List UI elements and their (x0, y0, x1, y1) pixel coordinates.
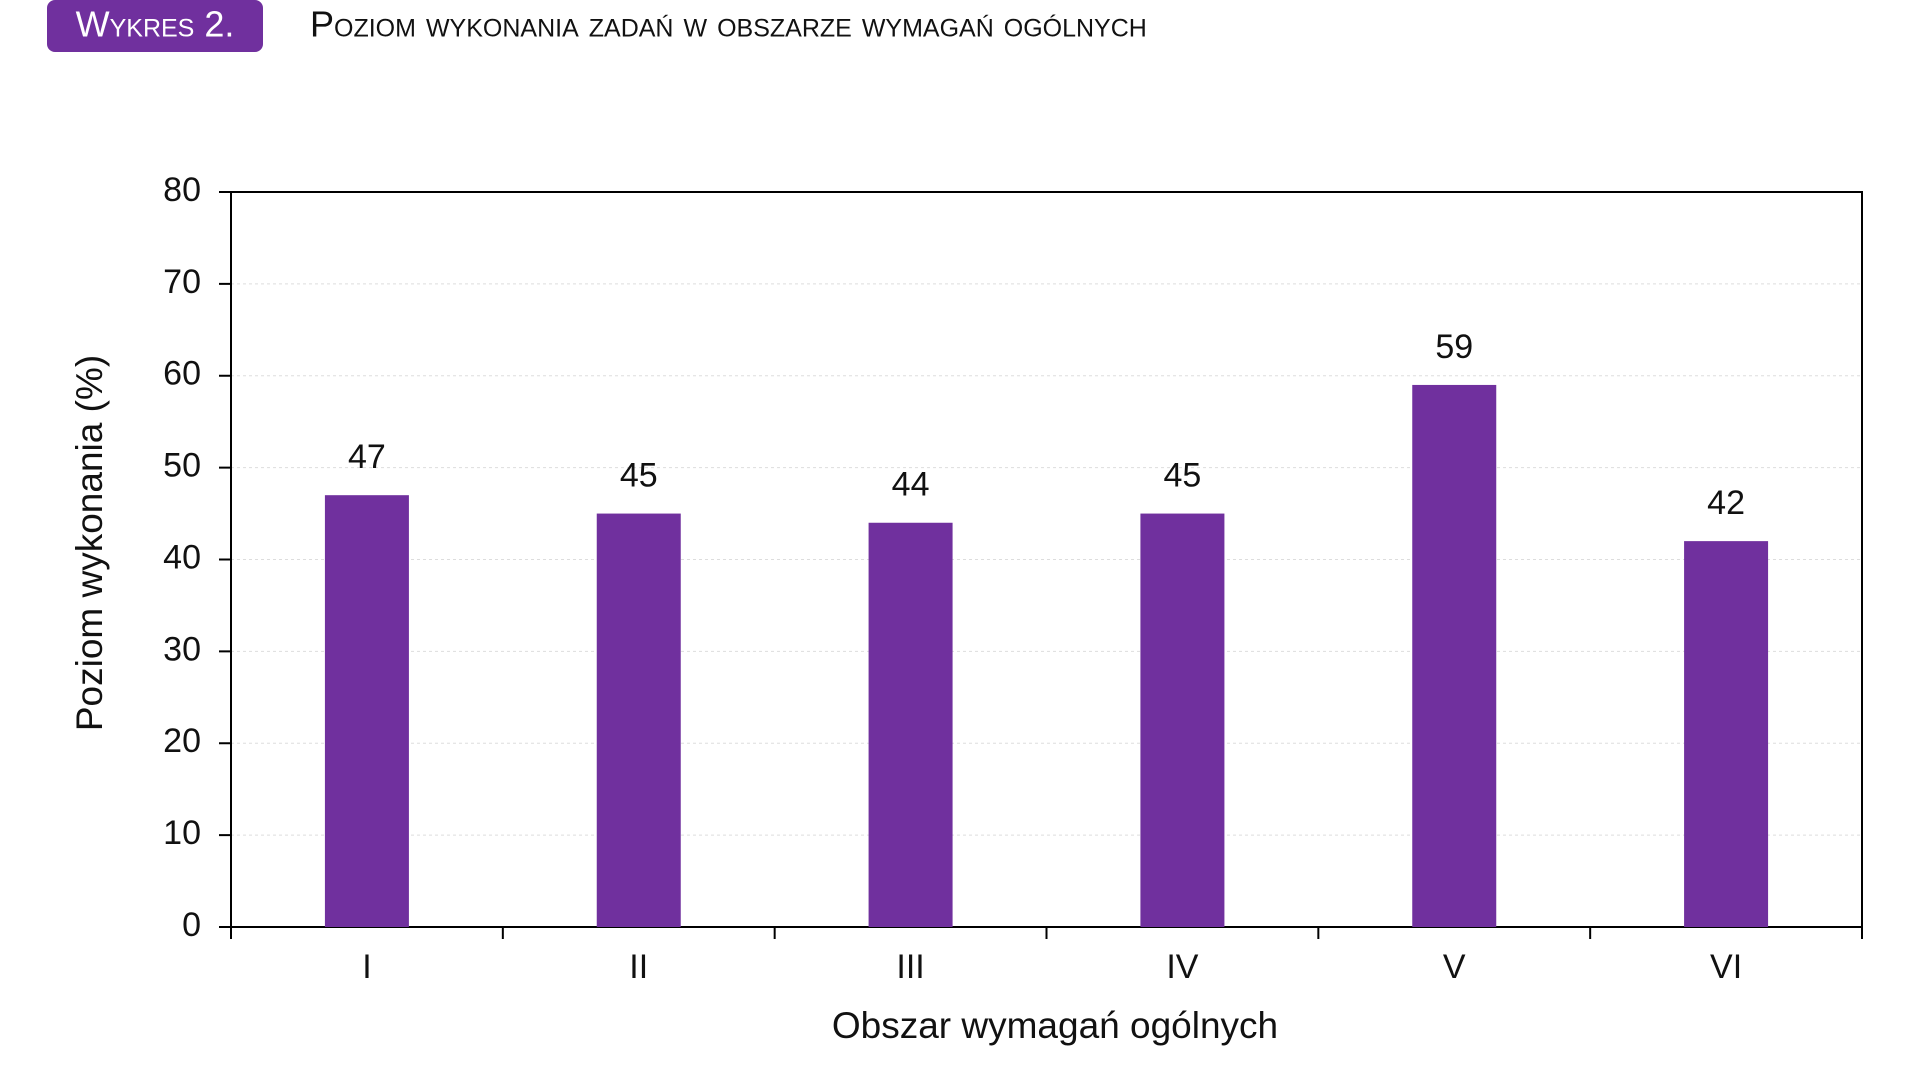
y-tick-label: 50 (163, 447, 201, 485)
x-tick-label: II (629, 948, 648, 986)
y-axis-label: Poziom wykonania (%) (69, 355, 110, 731)
bar (324, 495, 409, 927)
x-tick-label: I (362, 948, 371, 986)
x-axis-label: Obszar wymagań ogólnych (832, 1005, 1278, 1046)
badge: Wykres 2. (76, 4, 235, 45)
y-tick-label: 30 (163, 630, 201, 668)
value-label: 59 (1435, 328, 1473, 366)
x-tick-label: V (1443, 948, 1466, 986)
y-tick-label: 70 (163, 263, 201, 301)
y-tick-label: 0 (182, 906, 201, 944)
y-tick-label: 60 (163, 355, 201, 393)
bar (1684, 541, 1769, 927)
y-tick-label: 20 (163, 722, 201, 760)
bar (1140, 513, 1225, 927)
x-tick-label: III (896, 948, 924, 986)
value-label: 45 (620, 457, 658, 495)
bar (868, 522, 953, 927)
y-tick-label: 10 (163, 814, 201, 852)
bar (1412, 384, 1497, 927)
x-tick-label: IV (1166, 948, 1198, 986)
x-tick-label: VI (1710, 948, 1742, 986)
bar (596, 513, 681, 927)
y-tick-label: 40 (163, 538, 201, 576)
badge-box (47, 0, 263, 52)
value-label: 42 (1707, 484, 1745, 522)
chart-title: Poziom wykonania zadań w obszarze wymaga… (310, 4, 1147, 45)
y-tick-label: 80 (163, 171, 201, 209)
value-label: 45 (1164, 457, 1202, 495)
value-label: 47 (348, 438, 386, 476)
value-label: 44 (892, 466, 930, 504)
